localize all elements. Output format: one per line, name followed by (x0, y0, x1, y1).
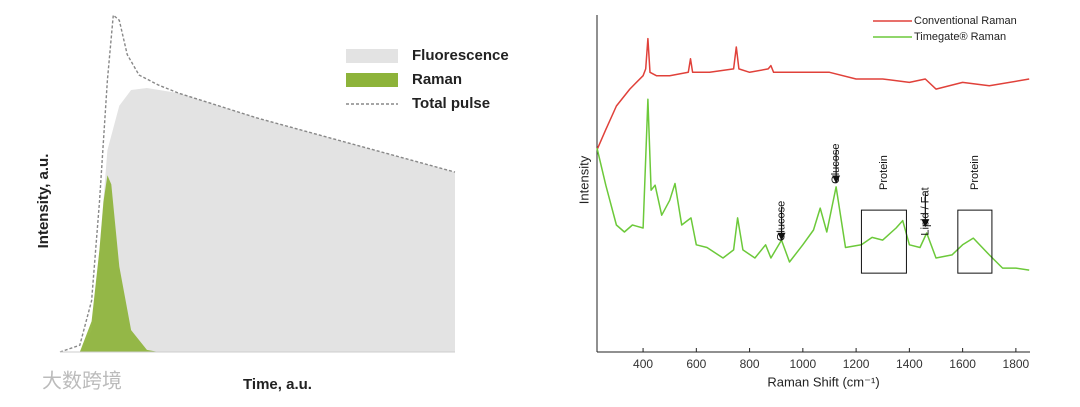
legend-label: Timegate® Raman (914, 31, 1006, 43)
annotation-label: Protein (878, 155, 890, 190)
x-tick-label: 1000 (789, 357, 816, 371)
legend-label: Fluorescence (412, 47, 509, 64)
x-axis-label: Time, a.u. (243, 376, 312, 393)
x-tick-label: 400 (633, 357, 653, 371)
x-axis-label: Raman Shift (cm⁻¹) (767, 374, 879, 389)
arrow-head (921, 219, 930, 228)
arrow-head (777, 232, 786, 241)
legend-swatch (346, 73, 398, 87)
area (79, 175, 159, 352)
legend-label: Total pulse (412, 95, 490, 112)
x-tick-label: 1800 (1003, 357, 1030, 371)
x-tick-label: 1400 (896, 357, 923, 371)
annotation-box (957, 209, 993, 274)
spectrum-line (596, 98, 1030, 271)
x-tick-label: 600 (686, 357, 706, 371)
annotation-box (860, 209, 907, 274)
spectrum-line (596, 37, 1030, 151)
annotation-label: Glucose (775, 201, 787, 241)
annotation-label: Lipid / Fat (919, 187, 931, 235)
x-tick-label: 800 (740, 357, 760, 371)
y-axis-label: Intensity (576, 155, 591, 204)
legend-label: Raman (412, 71, 462, 88)
legend-label: Conventional Raman (914, 15, 1017, 27)
arrow-head (832, 175, 841, 184)
watermark: 大数跨境 (42, 369, 122, 392)
total-pulse-line (59, 13, 456, 353)
annotation-label: Protein (969, 155, 981, 190)
annotation-label: Glucose (830, 144, 842, 184)
area (79, 88, 455, 352)
x-tick-label: 1600 (949, 357, 976, 371)
legend-swatch (346, 49, 398, 63)
x-tick-label: 1200 (843, 357, 870, 371)
y-axis-label: Intensity, a.u. (35, 154, 52, 249)
